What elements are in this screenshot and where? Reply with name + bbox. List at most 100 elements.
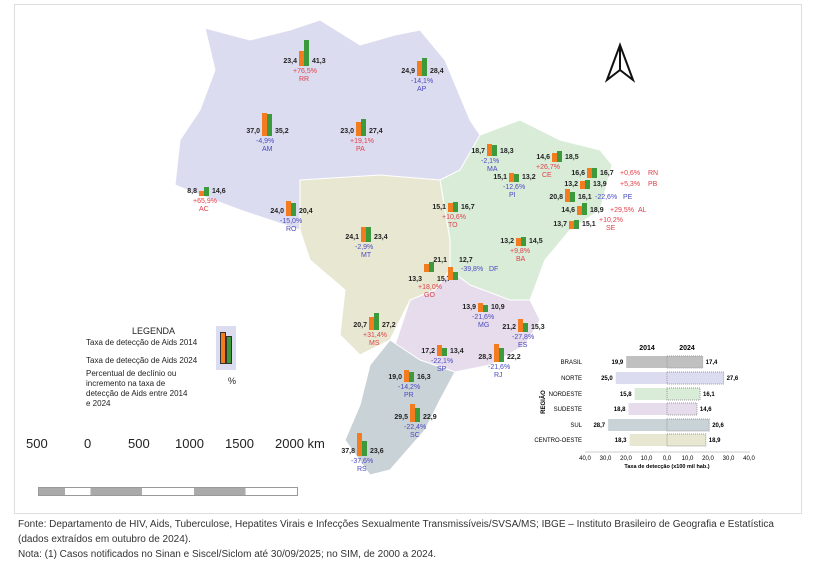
legend-title: LEGENDA xyxy=(132,326,176,336)
bar-2014 xyxy=(417,60,422,76)
bar-2014 xyxy=(509,172,514,182)
value-2024: 10,9 xyxy=(491,304,505,311)
value-2024: 13,4 xyxy=(450,348,464,355)
value-2024: 14,6 xyxy=(212,188,226,195)
value-2024: 41,3 xyxy=(312,58,326,65)
legend-pct: % xyxy=(228,376,237,386)
state-code: SC xyxy=(410,432,420,439)
bar-2014 xyxy=(608,419,667,431)
bar-2014 xyxy=(448,266,453,280)
bar-2024 xyxy=(361,119,366,136)
state-code: ES xyxy=(518,342,528,349)
bar-2014 xyxy=(262,113,267,136)
state-code: PI xyxy=(509,192,516,199)
state-code: PR xyxy=(404,392,414,399)
value-2014: 20,7 xyxy=(353,322,367,329)
legend-item-change: Percentual de declínio ou incremento na … xyxy=(86,369,188,408)
value-2014: 28,3 xyxy=(478,354,492,361)
state-code: TO xyxy=(448,222,458,229)
x-tick-label: 20,0 xyxy=(702,456,714,462)
state-code: GO xyxy=(424,292,435,299)
y-axis-label: REGIÃO xyxy=(540,390,547,414)
value-2014: 23,0 xyxy=(340,128,354,135)
change-pct: +18,0% xyxy=(418,284,442,291)
bar-2024 xyxy=(362,441,367,456)
bar-2024 xyxy=(582,203,587,215)
series-label-2014: 2014 xyxy=(639,345,655,352)
category-label: SUDESTE xyxy=(554,407,582,413)
value-2024: 15,1 xyxy=(582,221,596,228)
state-code: AP xyxy=(417,86,427,93)
x-tick-label: 0,0 xyxy=(663,456,672,462)
value-label-2014: 19,9 xyxy=(612,360,624,366)
bar-2024 xyxy=(267,114,272,136)
state-code: RN xyxy=(648,170,659,177)
value-2014: 15,1 xyxy=(432,204,446,211)
bar-2024 xyxy=(666,402,698,416)
value-label-2014: 18,3 xyxy=(615,438,627,444)
bar-2024 xyxy=(514,173,519,182)
bar-2024 xyxy=(304,40,309,66)
value-2024: 14,5 xyxy=(529,238,543,245)
bar-2014 xyxy=(356,121,361,136)
state-code: SE xyxy=(606,225,616,232)
change-pct: +26,7% xyxy=(536,164,560,171)
value-2014: 13,2 xyxy=(500,238,514,245)
value-2014: 24,1 xyxy=(345,234,359,241)
bar-2024 xyxy=(291,203,296,216)
region-sul xyxy=(344,339,456,476)
value-2014: 37,8 xyxy=(341,448,355,455)
bar-2014 xyxy=(626,356,667,368)
state-code: MS xyxy=(369,340,380,347)
bar-2014 xyxy=(629,434,667,446)
state-code: RR xyxy=(299,76,310,83)
bar-2014 xyxy=(357,432,362,456)
category-label: CENTRO-OESTE xyxy=(534,438,582,444)
state-code: RO xyxy=(286,226,297,233)
bar-2014 xyxy=(569,220,574,229)
bar-2024 xyxy=(453,272,458,280)
state-code: MG xyxy=(478,322,490,329)
change-pct: -12,6% xyxy=(503,184,526,191)
bar-2014 xyxy=(577,205,582,215)
x-axis-label: Taxa de detecção (x100 mil hab.) xyxy=(624,464,709,470)
state-code: PE xyxy=(623,194,633,201)
bar-2024 xyxy=(204,186,209,196)
bar-2024 xyxy=(422,58,427,76)
state-code: BA xyxy=(516,256,526,263)
value-2024: 18,3 xyxy=(500,148,514,155)
value-2014: 14,6 xyxy=(561,207,575,214)
bar-2024 xyxy=(442,347,447,356)
x-tick-label: 20,0 xyxy=(620,456,632,462)
state-code: DF xyxy=(489,266,499,273)
value-2014: 8,8 xyxy=(187,188,197,195)
value-2014: 29,5 xyxy=(394,414,408,421)
value-2024: 16,3 xyxy=(417,374,431,381)
change-pct: +9,8% xyxy=(510,248,531,255)
value-2014: 13,9 xyxy=(462,304,476,311)
change-pct: -39,8% xyxy=(461,266,484,273)
bar-2024 xyxy=(585,180,590,189)
bar-2024 xyxy=(521,237,526,246)
bar-2014 xyxy=(587,167,592,178)
value-2014: 18,7 xyxy=(471,148,485,155)
x-tick-label: 30,0 xyxy=(723,456,735,462)
value-2024: 12,7 xyxy=(459,256,473,264)
bar-2014 xyxy=(369,317,374,330)
bar-2014 xyxy=(299,51,304,66)
legend-item-2014: Taxa de detecção de Aids 2014 xyxy=(86,338,198,347)
bar-2024 xyxy=(592,167,597,178)
category-label: NORTE xyxy=(561,376,582,382)
scale-label: 2000 km xyxy=(275,436,325,451)
bar-2014 xyxy=(286,201,291,216)
value-2024: 23,6 xyxy=(370,448,384,455)
bar-2024 xyxy=(666,371,725,385)
change-pct: +76,5% xyxy=(293,68,317,75)
change-pct: -22,6% xyxy=(595,194,618,201)
value-2014: 37,0 xyxy=(246,128,260,135)
scale-label: 500 xyxy=(128,436,150,451)
bar-2014 xyxy=(424,263,429,272)
value-label-2024: 18,9 xyxy=(709,438,721,444)
